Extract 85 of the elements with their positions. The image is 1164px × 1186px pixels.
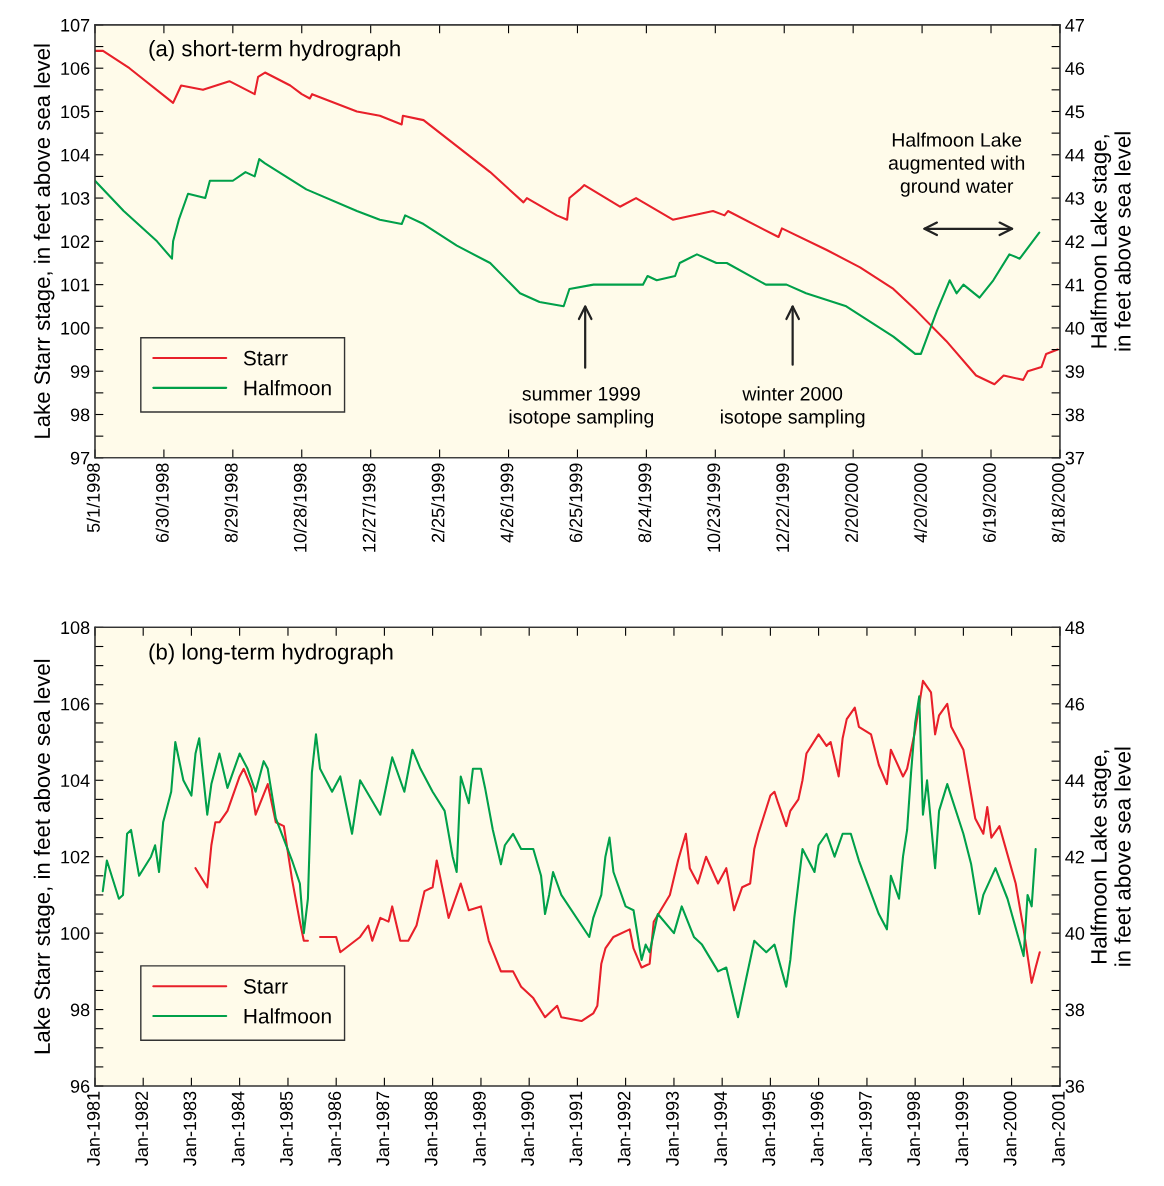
y-tick-label: 100 — [61, 321, 90, 335]
annotation: winter 2000 isotope sampling — [720, 386, 865, 428]
x-tick-label: 6/25/1999 — [569, 463, 583, 543]
legend-label: Starr — [243, 978, 288, 994]
legend-label: Halfmoon — [244, 1008, 331, 1024]
x-tick-label: Jan-1986 — [328, 1091, 342, 1166]
y2-axis-title: Halfmoon Lake stage, in feet above sea level — [1090, 132, 1131, 351]
y2-tick-label: 48 — [1065, 621, 1085, 635]
y-tick-label: 98 — [70, 408, 90, 422]
y-tick-label: 100 — [61, 927, 90, 940]
y2-tick-label: 44 — [1065, 148, 1085, 162]
text: (a) short-term hydrograph — [149, 40, 400, 61]
y-axis-title: Lake Starr stage, in feet above sea level — [33, 44, 55, 438]
x-tick-label: Jan-1987 — [376, 1091, 390, 1166]
y-tick-label: 98 — [70, 1003, 90, 1017]
x-tick-label: Jan-1991 — [569, 1091, 583, 1166]
legend-label: Starr — [243, 350, 288, 366]
x-tick-label: Jan-1990 — [521, 1091, 535, 1166]
y-tick-label: 96 — [70, 1079, 90, 1093]
x-tick-label: 10/23/1999 — [706, 463, 721, 552]
x-tick-label: 8/24/1999 — [637, 463, 652, 543]
y-tick-label: 101 — [61, 278, 90, 292]
y-tick-label: 102 — [61, 850, 90, 864]
x-tick-label: Jan-1992 — [617, 1091, 631, 1166]
x-tick-label: 2/20/2000 — [844, 463, 859, 543]
x-tick-label: 2/25/1999 — [431, 463, 445, 543]
x-tick-label: Jan-2000 — [1003, 1091, 1017, 1166]
x-tick-label: Jan-1988 — [424, 1091, 438, 1166]
y2-tick-label: 38 — [1065, 408, 1085, 422]
x-tick-label: 10/28/1998 — [293, 463, 307, 552]
y-tick-label: 104 — [61, 774, 90, 787]
y2-tick-label: 40 — [1065, 321, 1085, 335]
x-tick-label: Jan-1983 — [183, 1091, 197, 1166]
y2-tick-label: 44 — [1065, 774, 1085, 787]
y2-tick-label: 47 — [1065, 19, 1084, 32]
x-tick-label: Jan-1981 — [87, 1091, 100, 1166]
x-tick-label: 4/20/2000 — [913, 463, 927, 543]
x-tick-label: Jan-1997 — [859, 1091, 872, 1166]
y-tick-label: 103 — [61, 192, 90, 205]
y-tick-label: 104 — [61, 148, 90, 162]
y2-tick-label: 40 — [1065, 927, 1085, 940]
x-tick-label: Jan-1984 — [231, 1091, 245, 1166]
x-tick-label: 12/27/1998 — [362, 463, 376, 552]
y2-axis-title: Halfmoon Lake stage, in feet above sea level — [1090, 747, 1131, 966]
annotation: Halfmoon Lake augmented with ground water — [888, 132, 1025, 197]
x-tick-label: Jan-1989 — [473, 1091, 486, 1166]
x-tick-label: Jan-1996 — [810, 1091, 824, 1166]
y2-tick-label: 46 — [1065, 62, 1085, 75]
x-tick-label: Jan-1998 — [907, 1091, 921, 1166]
y-tick-label: 99 — [70, 365, 90, 378]
y-tick-label: 102 — [61, 235, 90, 249]
y2-tick-label: 36 — [1065, 1079, 1085, 1093]
x-tick-label: 8/18/2000 — [1051, 463, 1065, 543]
x-tick-label: Jan-1985 — [280, 1091, 293, 1166]
x-tick-label: 4/26/1999 — [500, 463, 514, 543]
y2-tick-label: 46 — [1065, 697, 1085, 711]
y2-tick-label: 38 — [1065, 1003, 1085, 1017]
y-tick-label: 107 — [61, 18, 90, 32]
x-tick-label: 8/29/1998 — [224, 463, 238, 543]
x-tick-label: Jan-1999 — [955, 1091, 969, 1166]
y2-tick-label: 41 — [1065, 278, 1084, 292]
y-tick-label: 108 — [61, 621, 90, 635]
y-tick-label: 106 — [61, 62, 90, 75]
x-tick-label: 5/1/1998 — [86, 463, 100, 533]
x-tick-label: Jan-1982 — [135, 1091, 149, 1166]
x-tick-label: Jan-2001 — [1052, 1091, 1065, 1166]
x-tick-label: Jan-1994 — [714, 1091, 728, 1166]
y2-tick-label: 37 — [1065, 451, 1084, 465]
x-tick-label: 6/19/2000 — [982, 463, 996, 543]
y2-tick-label: 43 — [1065, 192, 1085, 205]
y-tick-label: 106 — [61, 697, 90, 711]
y2-tick-label: 45 — [1065, 105, 1085, 119]
y2-tick-label: 39 — [1065, 365, 1085, 378]
annotation: summer 1999 isotope sampling — [509, 386, 654, 428]
y-tick-label: 105 — [61, 105, 90, 119]
y-axis-title: Lake Starr stage, in feet above sea level — [33, 659, 55, 1054]
x-tick-label: Jan-1995 — [762, 1091, 776, 1166]
text: (b) long-term hydrograph — [149, 643, 393, 665]
legend-label: Halfmoon — [244, 380, 331, 396]
x-tick-label: 12/22/1999 — [775, 463, 790, 552]
x-tick-label: 6/30/1998 — [155, 463, 169, 543]
y-tick-label: 97 — [70, 451, 90, 465]
x-tick-label: Jan-1993 — [666, 1091, 679, 1166]
y2-tick-label: 42 — [1065, 235, 1084, 248]
y2-tick-label: 42 — [1065, 850, 1084, 864]
